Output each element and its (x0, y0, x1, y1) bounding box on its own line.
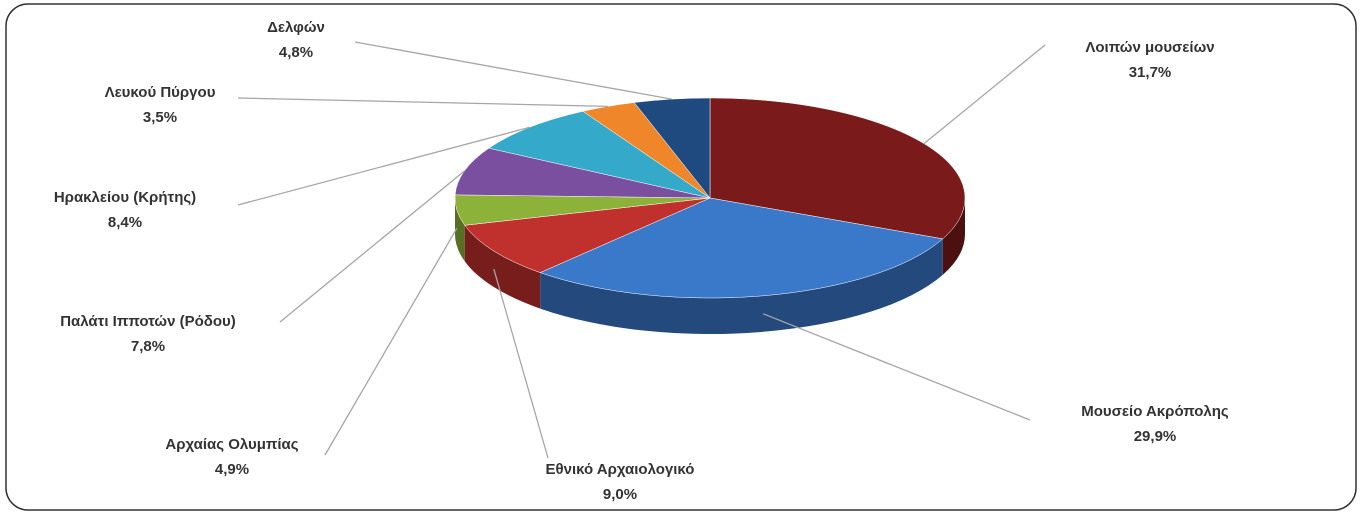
slice-label: Λοιπών μουσείων (1085, 39, 1214, 56)
leader-line (493, 268, 549, 459)
slice-side (540, 238, 943, 335)
slice-label: Δελφών (267, 19, 325, 36)
leader-line (763, 313, 1031, 421)
slice-value-label: 3,5% (143, 109, 177, 126)
leader-line (279, 170, 466, 323)
leader-line (237, 126, 530, 206)
slice-value-label: 31,7% (1129, 64, 1172, 81)
slice-label: Λευκού Πύργου (105, 84, 216, 101)
slice-label: Αρχαίας Ολυμπίας (165, 436, 298, 453)
slice (539, 197, 944, 299)
slice (488, 111, 711, 199)
slice-label: Παλάτι Ιπποτών (Ρόδου) (60, 313, 236, 330)
leader-line (354, 41, 672, 100)
leader-line (923, 44, 1046, 145)
slice-label: Εθνικό Αρχαιολογικό (546, 461, 695, 478)
slice (454, 147, 711, 199)
slice (709, 97, 966, 240)
slice-label: Ηρακλείου (Κρήτης) (54, 189, 196, 206)
leader-line (237, 97, 609, 107)
slice-side (942, 198, 965, 275)
leader-line (324, 227, 458, 456)
slice-value-label: 9,0% (603, 486, 637, 503)
slice-value-label: 4,9% (215, 461, 249, 478)
slice-label: Μουσείο Ακρόπολης (1081, 403, 1229, 420)
slice-value-label: 7,8% (131, 338, 165, 355)
slice-side (464, 225, 541, 309)
slice-value-label: 4,8% (279, 44, 313, 61)
slice-value-label: 29,9% (1134, 428, 1177, 445)
slice-value-label: 8,4% (108, 214, 142, 231)
slice-side (455, 198, 465, 262)
slice (464, 197, 711, 273)
